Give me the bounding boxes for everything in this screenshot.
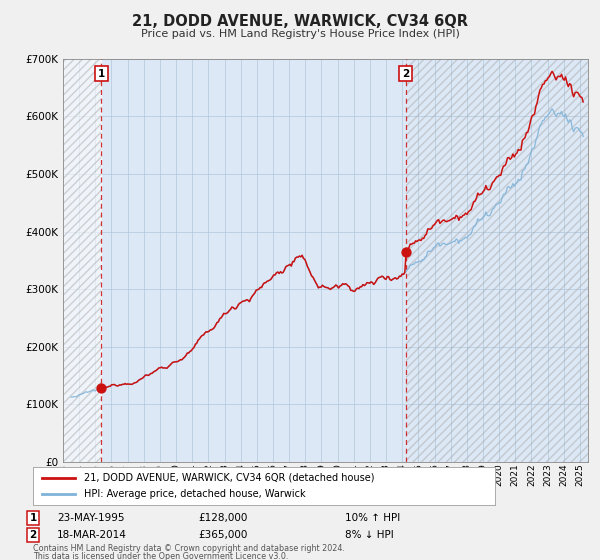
Point (401, 248, 410, 256)
Text: Price paid vs. HM Land Registry's House Price Index (HPI): Price paid vs. HM Land Registry's House … (140, 29, 460, 39)
Text: Contains HM Land Registry data © Crown copyright and database right 2024.: Contains HM Land Registry data © Crown c… (33, 544, 345, 553)
Text: £128,000: £128,000 (198, 513, 247, 523)
Text: £365,000: £365,000 (198, 530, 247, 540)
Text: 10% ↑ HPI: 10% ↑ HPI (345, 513, 400, 523)
Text: 1: 1 (29, 513, 37, 523)
Text: 1: 1 (98, 69, 105, 79)
Bar (63, 59, 101, 462)
Text: 2: 2 (29, 530, 37, 540)
Text: 23-MAY-1995: 23-MAY-1995 (57, 513, 125, 523)
Text: 2: 2 (402, 69, 409, 79)
Text: 18-MAR-2014: 18-MAR-2014 (57, 530, 127, 540)
Bar (406, 59, 588, 462)
Text: HPI: Average price, detached house, Warwick: HPI: Average price, detached house, Warw… (84, 489, 305, 500)
Text: 21, DODD AVENUE, WARWICK, CV34 6QR (detached house): 21, DODD AVENUE, WARWICK, CV34 6QR (deta… (84, 473, 374, 483)
Text: 8% ↓ HPI: 8% ↓ HPI (345, 530, 394, 540)
Text: This data is licensed under the Open Government Licence v3.0.: This data is licensed under the Open Gov… (33, 552, 289, 560)
Bar (63, 59, 101, 462)
Text: 21, DODD AVENUE, WARWICK, CV34 6QR: 21, DODD AVENUE, WARWICK, CV34 6QR (132, 14, 468, 29)
Point (97, 384, 106, 393)
